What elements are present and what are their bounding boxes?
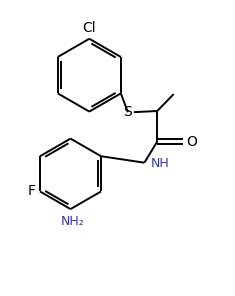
Text: NH: NH: [151, 157, 170, 170]
Text: S: S: [124, 105, 132, 119]
Text: Cl: Cl: [82, 20, 96, 35]
Text: O: O: [187, 135, 197, 149]
Text: F: F: [27, 184, 35, 198]
Text: NH₂: NH₂: [61, 215, 85, 228]
